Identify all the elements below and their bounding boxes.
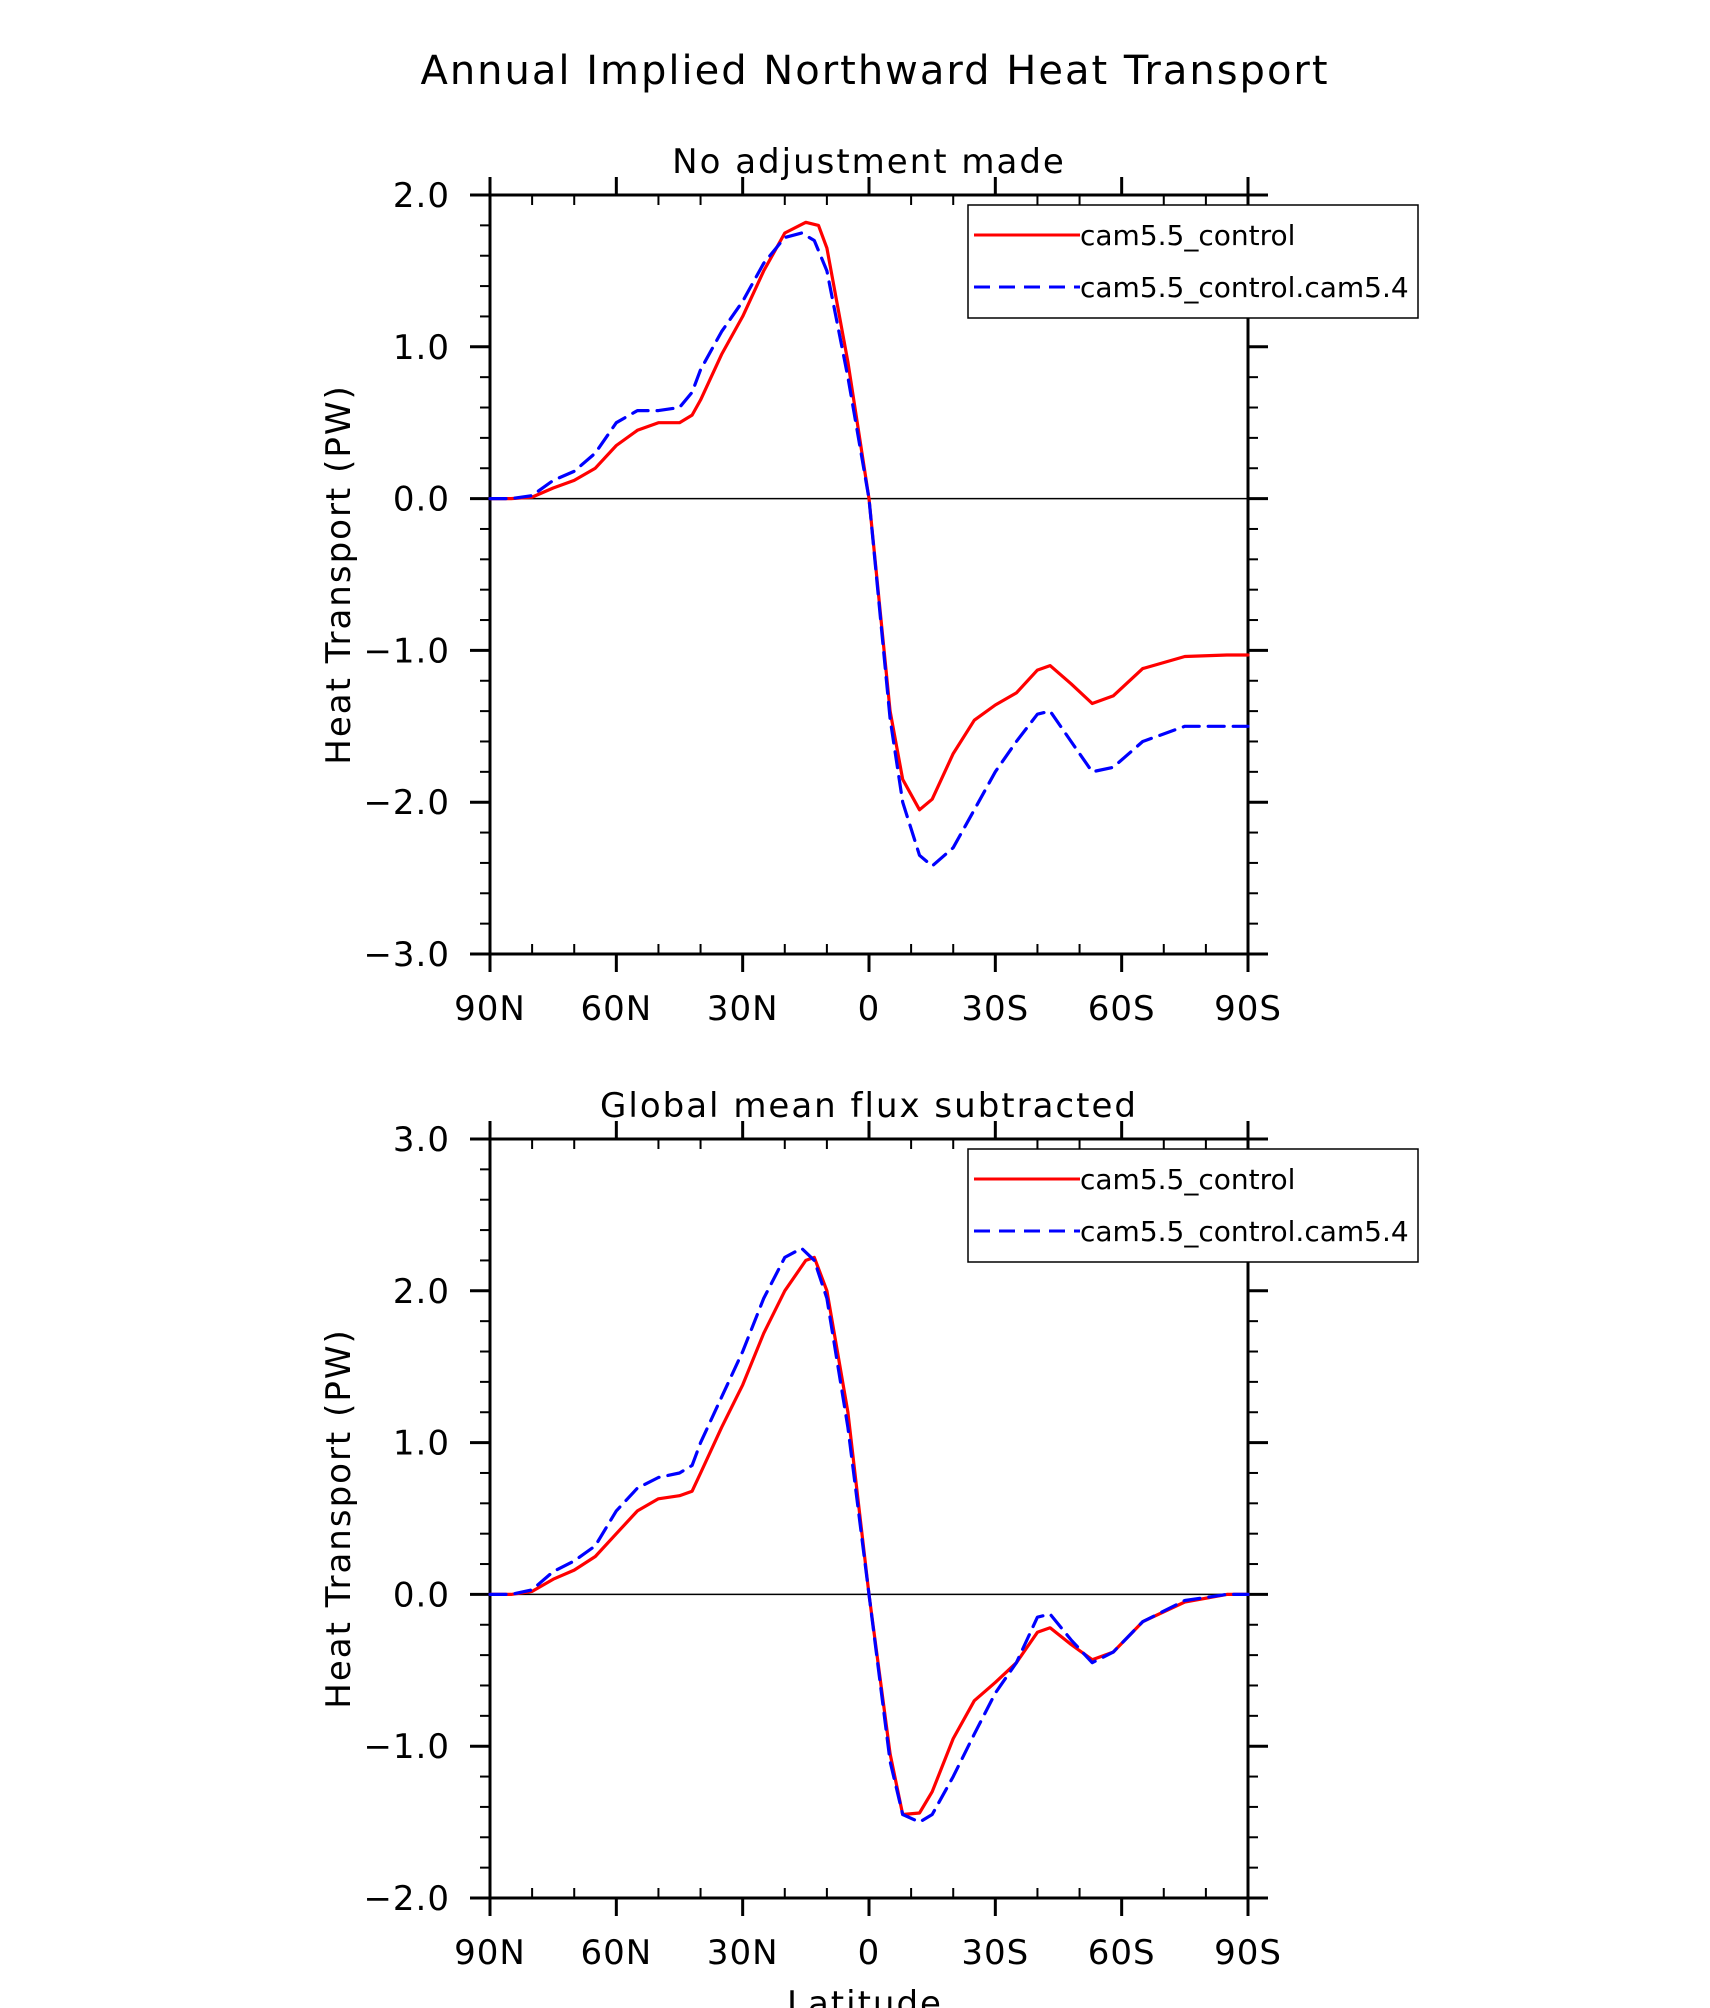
figure-xlabel: Latitude bbox=[787, 1984, 943, 2008]
series-line-1 bbox=[488, 1255, 1250, 1817]
y-tick-label: 0.0 bbox=[393, 480, 450, 520]
y-tick-label: −3.0 bbox=[363, 935, 450, 975]
y-tick-label: −1.0 bbox=[363, 1727, 450, 1767]
y-tick-label: 1.0 bbox=[393, 328, 450, 368]
x-tick-label: 90N bbox=[454, 1933, 526, 1973]
panel-1: No adjustment made2.01.00.0−1.0−2.0−3.09… bbox=[319, 142, 1419, 1029]
y-tick-label: −2.0 bbox=[363, 1879, 450, 1919]
x-tick-label: 0 bbox=[858, 1933, 881, 1973]
x-tick-label: 60S bbox=[1088, 989, 1156, 1029]
series-line-2 bbox=[488, 1246, 1250, 1824]
legend: cam5.5_control cam5.5_control.cam5.4 bbox=[967, 1148, 1419, 1263]
panels-group: No adjustment made2.01.00.0−1.0−2.0−3.09… bbox=[319, 142, 1419, 1973]
y-tick-label: 3.0 bbox=[393, 1120, 450, 1160]
series-line-2 bbox=[488, 231, 1250, 868]
panel-title: No adjustment made bbox=[672, 142, 1066, 182]
x-tick-label: 60S bbox=[1088, 1933, 1156, 1973]
x-tick-label: 60N bbox=[580, 989, 652, 1029]
legend-label-2: cam5.5_control.cam5.4 bbox=[1080, 1215, 1409, 1248]
x-tick-label: 90N bbox=[454, 989, 526, 1029]
x-tick-label: 90S bbox=[1214, 1933, 1282, 1973]
x-tick-label: 60N bbox=[580, 1933, 652, 1973]
legend-label-1: cam5.5_control bbox=[1080, 219, 1295, 252]
y-axis-label: Heat Transport (PW) bbox=[319, 1328, 359, 1708]
legend-label-2: cam5.5_control.cam5.4 bbox=[1080, 271, 1409, 304]
figure-title: Annual Implied Northward Heat Transport bbox=[420, 48, 1329, 94]
series-line-1 bbox=[488, 220, 1250, 812]
legend-label-1: cam5.5_control bbox=[1080, 1163, 1295, 1196]
y-tick-label: 1.0 bbox=[393, 1424, 450, 1464]
y-tick-label: −2.0 bbox=[363, 783, 450, 823]
legend-box bbox=[967, 1148, 1419, 1263]
y-axis-label: Heat Transport (PW) bbox=[319, 384, 359, 764]
x-tick-label: 30N bbox=[707, 1933, 779, 1973]
panel-title: Global mean flux subtracted bbox=[600, 1086, 1138, 1126]
x-tick-label: 30N bbox=[707, 989, 779, 1029]
x-tick-label: 90S bbox=[1214, 989, 1282, 1029]
x-tick-label: 30S bbox=[961, 989, 1029, 1029]
panel-2: Global mean flux subtracted 3.0 2.0 1.0 0.0 −… bbox=[319, 1086, 1419, 1973]
y-tick-label: 0.0 bbox=[393, 1575, 450, 1615]
x-tick-label: 0 bbox=[858, 989, 881, 1029]
legend-box bbox=[967, 204, 1419, 319]
legend: cam5.5_control cam5.5_control.cam5.4 bbox=[967, 204, 1419, 319]
x-tick-label: 30S bbox=[961, 1933, 1029, 1973]
y-tick-label: −1.0 bbox=[363, 631, 450, 671]
y-tick-label: 2.0 bbox=[393, 1272, 450, 1312]
y-tick-label: 2.0 bbox=[393, 176, 450, 216]
